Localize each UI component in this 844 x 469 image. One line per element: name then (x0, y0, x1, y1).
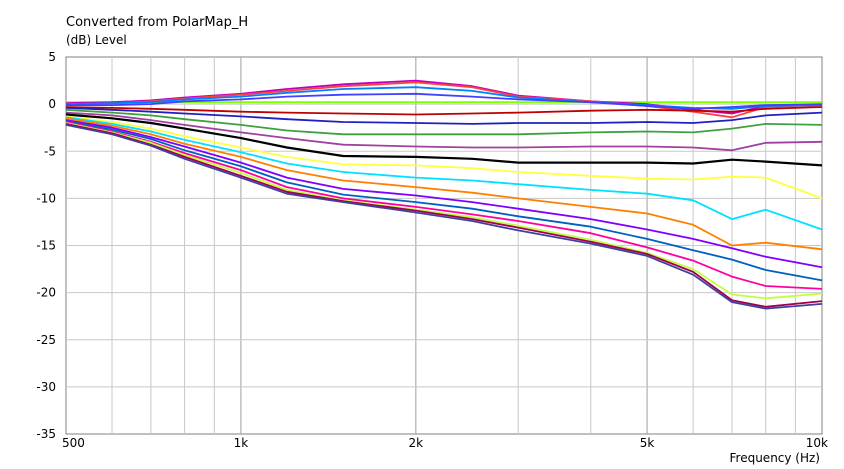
grid-lines (66, 57, 822, 434)
y-tick-label: -5 (44, 144, 56, 158)
y-tick-label: 0 (48, 97, 56, 111)
y-tick-label: -20 (36, 286, 56, 300)
series-line-4 (66, 92, 823, 110)
series-line-11 (65, 116, 823, 231)
series-line-12 (65, 117, 823, 251)
y-tick-label: -25 (36, 333, 56, 347)
series-lines (65, 79, 823, 310)
series-line-15 (65, 121, 823, 290)
series-line-16 (65, 122, 823, 300)
x-tick-label: 1k (234, 436, 249, 450)
x-tick-label: 500 (62, 436, 85, 450)
y-axis-label: (dB) Level (66, 33, 127, 47)
series-line-8 (65, 111, 823, 152)
y-tick-label: -30 (36, 380, 56, 394)
series-line-17 (65, 123, 823, 308)
series-line-6 (65, 107, 823, 125)
y-tick-labels: 5 0 -5 -10 -15 -20 -25 -30 -35 (36, 50, 56, 441)
y-tick-label: -15 (36, 239, 56, 253)
y-tick-label: -35 (36, 427, 56, 441)
x-axis-label: Frequency (Hz) (730, 451, 821, 465)
series-line-10 (65, 115, 823, 200)
series-line-7 (65, 108, 823, 136)
chart-title: Converted from PolarMap_H (66, 15, 248, 30)
x-tick-labels: 500 1k 2k 5k 10k (62, 436, 828, 450)
series-line-14 (65, 120, 823, 282)
series-line-13 (65, 119, 823, 269)
y-tick-label: -10 (36, 191, 56, 205)
x-tick-label: 5k (640, 436, 655, 450)
series-line-9 (65, 113, 823, 167)
y-tick-label: 5 (48, 50, 56, 64)
x-tick-label: 2k (409, 436, 424, 450)
series-line-18 (65, 124, 823, 310)
x-tick-label: 10k (806, 436, 828, 450)
series-line-5 (65, 106, 823, 116)
